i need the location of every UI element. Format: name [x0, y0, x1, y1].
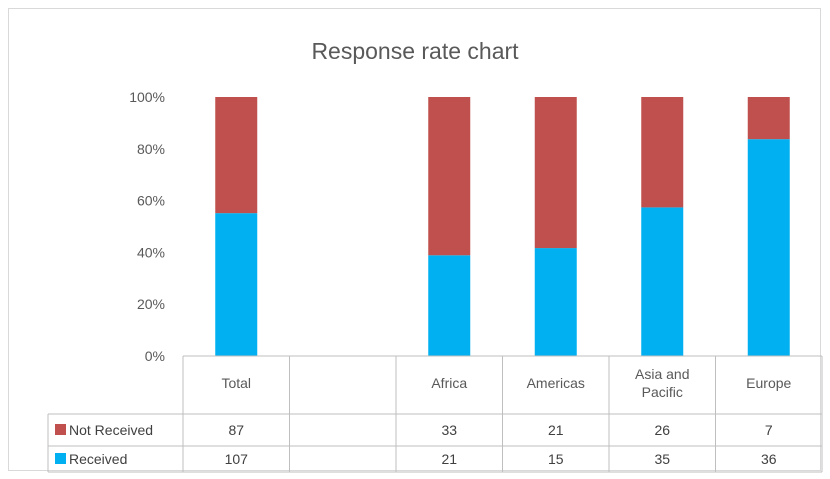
- category-label: Asia and: [635, 366, 689, 382]
- bar-not-received-3: [534, 97, 577, 249]
- bar-received-4: [641, 207, 684, 356]
- category-label: Africa: [431, 375, 467, 391]
- bar-not-received-0: [215, 97, 258, 214]
- y-tick-label: 0%: [145, 348, 165, 364]
- table-value: 33: [441, 422, 457, 438]
- y-tick-label: 100%: [129, 89, 165, 105]
- bar-not-received-4: [641, 97, 684, 208]
- table-value: 21: [548, 422, 564, 438]
- table-value: 35: [654, 451, 670, 467]
- table-value: 107: [225, 451, 249, 467]
- legend-key-not-received: [55, 424, 66, 435]
- category-label: Europe: [746, 375, 791, 391]
- y-tick-label: 80%: [137, 141, 165, 157]
- y-tick-label: 60%: [137, 193, 165, 209]
- category-label: Americas: [527, 375, 585, 391]
- bar-not-received-2: [428, 97, 471, 256]
- bar-received-2: [428, 255, 471, 356]
- bar-not-received-5: [747, 97, 790, 140]
- table-value: 15: [548, 451, 564, 467]
- legend-label-not-received: Not Received: [69, 422, 153, 438]
- bar-received-3: [534, 248, 577, 356]
- bar-received-0: [215, 213, 258, 356]
- table-value: 36: [761, 451, 777, 467]
- bar-received-5: [747, 139, 790, 356]
- table-value: 7: [765, 422, 773, 438]
- chart-title: Response rate chart: [311, 38, 519, 64]
- category-label: Total: [221, 375, 251, 391]
- legend-key-received: [55, 453, 66, 464]
- table-value: 87: [228, 422, 244, 438]
- chart-frame: [8, 8, 821, 471]
- category-label: Pacific: [642, 384, 683, 400]
- table-value: 26: [654, 422, 670, 438]
- legend-label-received: Received: [69, 451, 127, 467]
- table-value: 21: [441, 451, 457, 467]
- y-tick-label: 40%: [137, 244, 165, 260]
- y-tick-label: 20%: [137, 296, 165, 312]
